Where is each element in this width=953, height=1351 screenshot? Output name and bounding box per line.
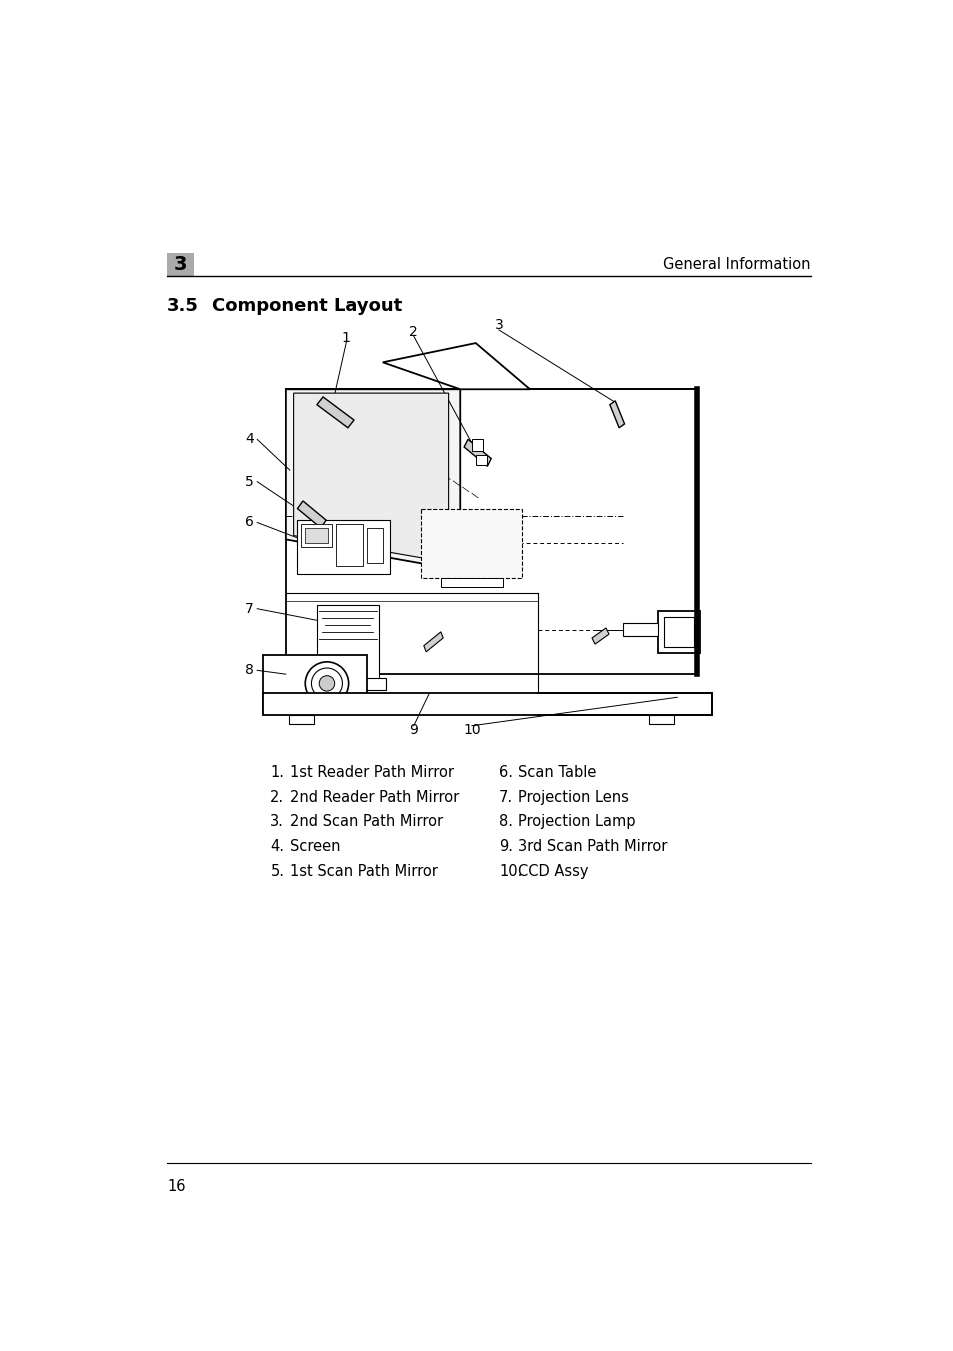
Polygon shape: [464, 439, 491, 466]
Circle shape: [305, 662, 348, 705]
Bar: [335, 524, 363, 566]
Text: CCD Assy: CCD Assy: [517, 863, 588, 878]
Polygon shape: [297, 501, 326, 528]
Bar: [305, 528, 328, 543]
Bar: [286, 389, 696, 674]
Bar: [289, 715, 314, 724]
Text: 6.: 6.: [498, 765, 513, 780]
Bar: [316, 605, 378, 682]
Polygon shape: [316, 397, 354, 428]
Text: Screen: Screen: [290, 839, 340, 854]
Bar: [440, 578, 502, 588]
Text: 3: 3: [173, 255, 187, 274]
Bar: [367, 528, 382, 562]
Text: 1st Reader Path Mirror: 1st Reader Path Mirror: [290, 765, 454, 780]
Circle shape: [319, 676, 335, 692]
Bar: [297, 520, 390, 574]
Text: Projection Lamp: Projection Lamp: [517, 815, 636, 830]
Text: 10: 10: [462, 723, 480, 738]
Text: 5: 5: [245, 474, 253, 489]
Polygon shape: [609, 401, 624, 428]
Polygon shape: [286, 389, 459, 570]
Text: 1.: 1.: [270, 765, 284, 780]
Bar: [476, 455, 486, 466]
Text: Projection Lens: Projection Lens: [517, 790, 629, 805]
Text: 2nd Reader Path Mirror: 2nd Reader Path Mirror: [290, 790, 458, 805]
Text: 16: 16: [167, 1178, 186, 1193]
Polygon shape: [592, 628, 608, 644]
Text: 6: 6: [245, 516, 253, 530]
Text: 8: 8: [245, 663, 253, 677]
Bar: [262, 655, 367, 713]
Text: General Information: General Information: [662, 257, 810, 272]
Text: 3rd Scan Path Mirror: 3rd Scan Path Mirror: [517, 839, 667, 854]
Text: 1st Scan Path Mirror: 1st Scan Path Mirror: [290, 863, 437, 878]
Polygon shape: [294, 393, 448, 562]
Text: Scan Table: Scan Table: [517, 765, 597, 780]
Text: 3: 3: [494, 319, 503, 332]
Bar: [311, 678, 385, 689]
Bar: [649, 715, 674, 724]
Bar: [421, 508, 521, 578]
Text: 9: 9: [409, 723, 417, 738]
Text: 10.: 10.: [498, 863, 522, 878]
Text: 3.5: 3.5: [167, 297, 199, 315]
Text: 3.: 3.: [270, 815, 284, 830]
Bar: [663, 617, 694, 647]
Polygon shape: [423, 632, 443, 651]
Text: 2.: 2.: [270, 790, 284, 805]
Bar: [301, 524, 332, 547]
Bar: [622, 623, 658, 636]
Text: 5.: 5.: [270, 863, 284, 878]
Text: 4: 4: [245, 432, 253, 446]
Bar: [167, 253, 193, 276]
Text: 8.: 8.: [498, 815, 513, 830]
Text: 2nd Scan Path Mirror: 2nd Scan Path Mirror: [290, 815, 442, 830]
Text: 2: 2: [409, 324, 417, 339]
Bar: [472, 439, 483, 451]
Text: 4.: 4.: [270, 839, 284, 854]
Circle shape: [311, 667, 342, 698]
Text: 9.: 9.: [498, 839, 513, 854]
Bar: [262, 693, 711, 715]
Text: Component Layout: Component Layout: [212, 297, 402, 315]
Text: 1: 1: [341, 331, 351, 345]
Bar: [658, 611, 700, 654]
Text: 7.: 7.: [498, 790, 513, 805]
Text: 7: 7: [245, 601, 253, 616]
Polygon shape: [382, 343, 530, 389]
